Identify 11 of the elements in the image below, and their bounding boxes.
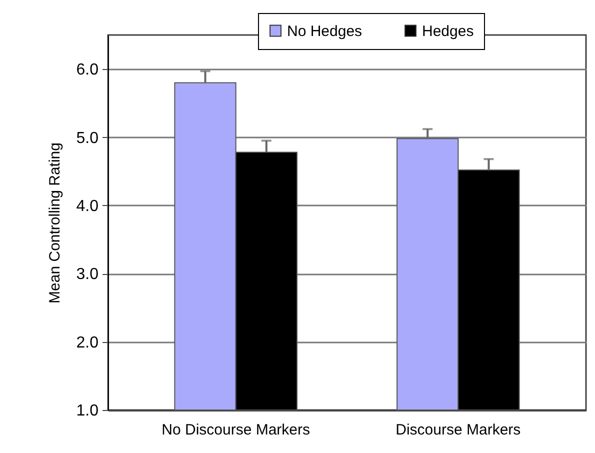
y-tick-label: 4.0	[76, 198, 99, 215]
x-tick-label: Discourse Markers	[396, 422, 521, 438]
y-tick-label: 6.0	[76, 62, 99, 79]
y-tick-label: 1.0	[76, 402, 99, 420]
y-tick-label: 2.0	[76, 334, 99, 352]
legend-label: No Hedges	[287, 22, 362, 40]
y-tick-label: 5.0	[76, 130, 99, 147]
legend-label: Hedges	[422, 22, 474, 40]
x-tick-label: No Discourse Markers	[162, 422, 310, 438]
y-tick-label: 3.0	[76, 266, 99, 284]
y-axis-title: Mean Controlling Rating	[46, 142, 64, 304]
